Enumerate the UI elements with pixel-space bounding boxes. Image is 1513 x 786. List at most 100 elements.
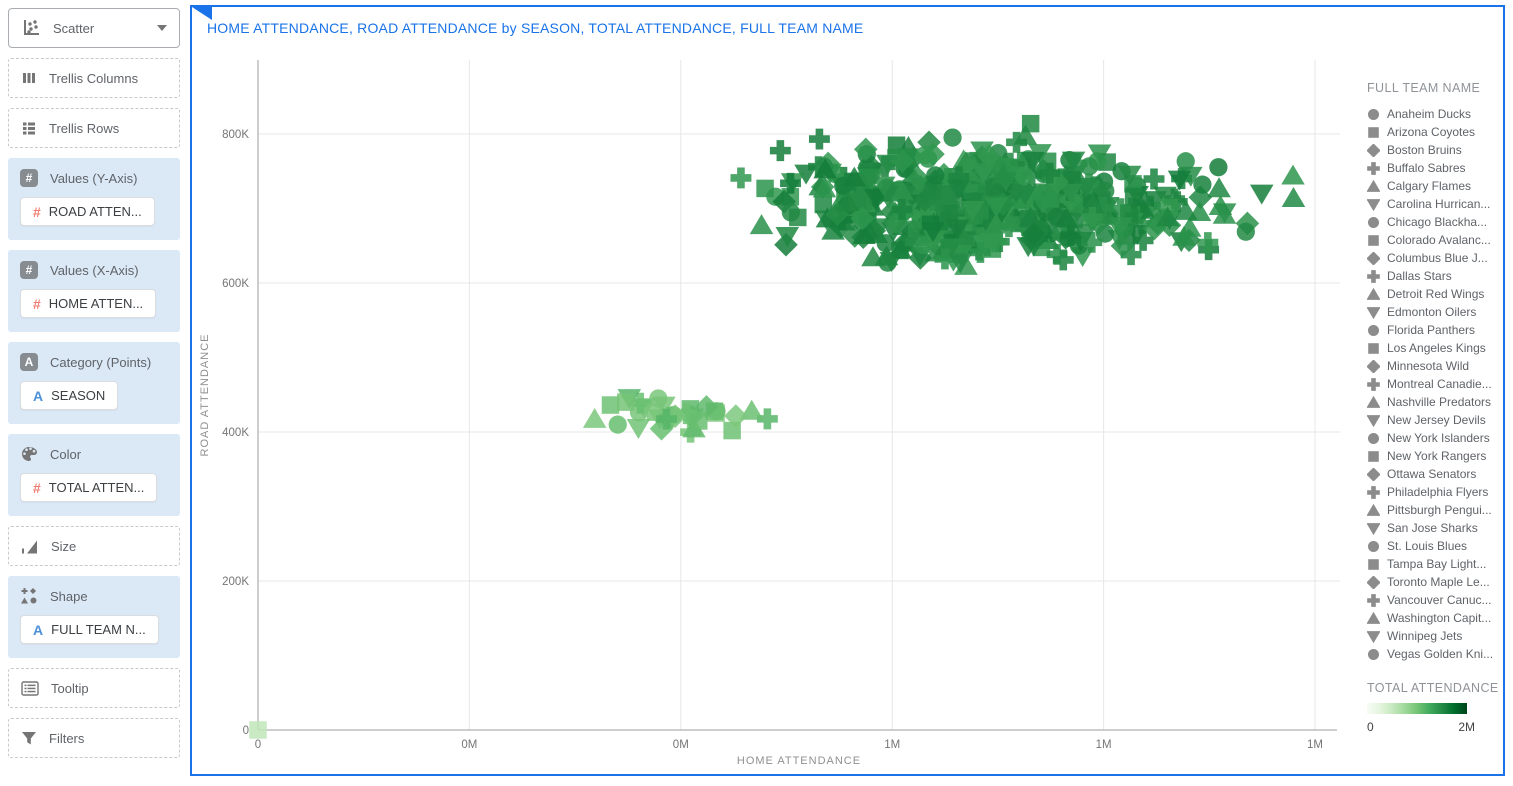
scatter-point[interactable] (582, 407, 607, 428)
scatter-point[interactable] (756, 179, 774, 198)
scatter-point[interactable] (1236, 222, 1255, 241)
scatter-point[interactable] (914, 236, 934, 255)
scatter-point[interactable] (617, 393, 635, 411)
scatter-point[interactable] (891, 199, 913, 220)
scatter-point[interactable] (1054, 207, 1079, 228)
scatter-point[interactable] (781, 203, 800, 222)
section-values-x-axis[interactable]: # Values (X-Axis) # HOME ATTEN... (8, 250, 180, 332)
scatter-point[interactable] (924, 182, 942, 200)
scatter-point[interactable] (724, 404, 748, 428)
scatter-point[interactable] (960, 201, 985, 222)
scatter-point[interactable] (1061, 151, 1086, 172)
scatter-point[interactable] (971, 163, 996, 184)
scatter-point[interactable] (1052, 249, 1074, 271)
scatter-point[interactable] (1080, 157, 1099, 176)
scatter-point[interactable] (626, 419, 651, 440)
scatter-point[interactable] (878, 253, 897, 272)
scatter-point[interactable] (1081, 231, 1103, 253)
scatter-point[interactable] (835, 191, 860, 212)
scatter-point[interactable] (948, 166, 970, 188)
scatter-point[interactable] (749, 214, 774, 235)
scatter-point[interactable] (1110, 234, 1135, 258)
scatter-point[interactable] (1172, 225, 1196, 246)
section-filters[interactable]: Filters (8, 718, 180, 758)
scatter-point[interactable] (998, 216, 1020, 238)
scatter-point[interactable] (984, 197, 1009, 218)
scatter-point[interactable] (850, 206, 875, 231)
scatter-point[interactable] (1081, 206, 1103, 228)
scatter-point[interactable] (812, 177, 837, 198)
scatter-point[interactable] (249, 721, 267, 739)
scatter-point[interactable] (1021, 151, 1045, 172)
scatter-point[interactable] (904, 232, 926, 253)
scatter-point[interactable] (1197, 232, 1219, 254)
section-values-y-axis[interactable]: # Values (Y-Axis) # ROAD ATTEN... (8, 158, 180, 240)
scatter-point[interactable] (988, 157, 1013, 178)
scatter-point[interactable] (890, 149, 915, 173)
scatter-point[interactable] (890, 180, 914, 201)
scatter-point[interactable] (808, 128, 830, 150)
scatter-point[interactable] (769, 140, 791, 162)
scatter-point[interactable] (852, 224, 876, 245)
field-pill-home-attendance[interactable]: # HOME ATTEN... (20, 289, 157, 318)
scatter-point[interactable] (1096, 181, 1115, 200)
scatter-point[interactable] (961, 159, 983, 181)
scatter-point[interactable] (1176, 152, 1195, 171)
scatter-point[interactable] (980, 232, 1004, 253)
scatter-point[interactable] (977, 144, 1001, 168)
scatter-point[interactable] (1073, 224, 1098, 245)
scatter-point[interactable] (991, 163, 1015, 184)
section-tooltip[interactable]: Tooltip (8, 668, 180, 708)
scatter-point[interactable] (1212, 203, 1237, 224)
scatter-point[interactable] (608, 415, 627, 434)
scatter-point[interactable] (1117, 165, 1142, 186)
chart-type-dropdown[interactable]: Scatter (8, 8, 180, 48)
scatter-point[interactable] (956, 177, 978, 199)
section-color[interactable]: Color # TOTAL ATTEN... (8, 434, 180, 516)
scatter-point[interactable] (842, 166, 867, 187)
scatter-point[interactable] (922, 230, 947, 251)
scatter-point[interactable] (1155, 206, 1180, 227)
scatter-plot[interactable]: 0 0M 0M 1M 1M 1M 0 200K 400K 600K 800K HOME ATTENDA… (192, 7, 1503, 774)
scatter-point[interactable] (1153, 186, 1177, 207)
field-pill-road-attendance[interactable]: # ROAD ATTEN... (20, 197, 155, 226)
field-pill-total-attendance[interactable]: # TOTAL ATTEN... (20, 473, 158, 502)
scatter-point[interactable] (1209, 158, 1228, 177)
scatter-point[interactable] (1133, 192, 1155, 214)
section-shape[interactable]: Shape A FULL TEAM N... (8, 576, 180, 658)
scatter-point[interactable] (1081, 193, 1105, 214)
scatter-point[interactable] (629, 392, 651, 414)
scatter-point[interactable] (1281, 164, 1305, 185)
scatter-point[interactable] (859, 168, 883, 189)
scatter-point[interactable] (906, 166, 930, 191)
scatter-point[interactable] (1132, 229, 1154, 251)
scatter-point[interactable] (1167, 170, 1192, 191)
scatter-point[interactable] (1131, 213, 1153, 235)
scatter-point[interactable] (656, 408, 677, 430)
scatter-point[interactable] (921, 222, 945, 243)
scatter-point[interactable] (854, 137, 878, 162)
scatter-point[interactable] (1173, 199, 1198, 220)
scatter-point[interactable] (1092, 196, 1114, 218)
scatter-point[interactable] (601, 396, 620, 414)
scatter-point[interactable] (943, 128, 962, 147)
scatter-point[interactable] (1281, 186, 1306, 207)
scatter-point[interactable] (813, 158, 837, 179)
scatter-point[interactable] (915, 146, 934, 165)
scatter-point[interactable] (891, 241, 909, 260)
scatter-point[interactable] (1039, 162, 1061, 184)
scatter-point[interactable] (926, 166, 945, 185)
scatter-point[interactable] (934, 248, 956, 270)
scatter-point[interactable] (940, 204, 958, 222)
scatter-point[interactable] (1120, 244, 1142, 266)
scatter-point[interactable] (676, 403, 698, 425)
scatter-point[interactable] (1018, 206, 1043, 227)
scatter-point[interactable] (1046, 243, 1068, 265)
scatter-point[interactable] (1110, 198, 1131, 220)
scatter-point[interactable] (1193, 175, 1212, 194)
scatter-point[interactable] (780, 172, 801, 194)
section-category-points[interactable]: A Category (Points) A SEASON (8, 342, 180, 424)
scatter-point[interactable] (689, 412, 708, 430)
section-trellis-rows[interactable]: Trellis Rows (8, 108, 180, 148)
section-trellis-columns[interactable]: Trellis Columns (8, 58, 180, 98)
